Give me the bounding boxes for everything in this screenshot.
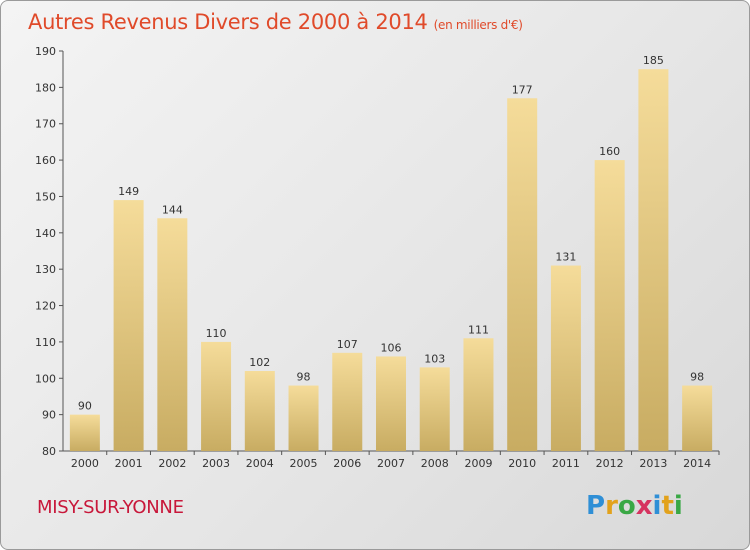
y-tick-label: 180 xyxy=(35,81,56,94)
logo-letter: o xyxy=(617,491,636,521)
bar-2005 xyxy=(288,385,319,451)
bar-2007 xyxy=(376,356,406,451)
logo-letter: i xyxy=(673,491,683,521)
logo-letter: P xyxy=(586,491,606,521)
y-tick-label: 170 xyxy=(35,118,56,131)
x-tick-label-2003: 2003 xyxy=(202,457,230,470)
value-label-2003: 110 xyxy=(206,327,227,340)
bar-2008 xyxy=(419,367,450,451)
logo-letter: i xyxy=(652,491,662,521)
value-label-2004: 102 xyxy=(249,356,270,369)
x-tick-label-2004: 2004 xyxy=(246,457,274,470)
x-tick-label-2011: 2011 xyxy=(552,457,580,470)
value-label-2001: 149 xyxy=(118,185,139,198)
commune-name: MISY-SUR-YONNE xyxy=(37,497,184,518)
x-tick-label-2005: 2005 xyxy=(290,457,318,470)
y-tick-label: 80 xyxy=(42,445,56,458)
value-label-2005: 98 xyxy=(297,371,311,384)
bar-2013 xyxy=(638,69,669,451)
value-label-2011: 131 xyxy=(555,251,576,264)
x-tick-label-2010: 2010 xyxy=(508,457,536,470)
bar-2014 xyxy=(682,385,713,451)
bar-2009 xyxy=(463,338,494,451)
y-tick-label: 190 xyxy=(35,45,56,58)
y-tick-label: 90 xyxy=(42,409,56,422)
value-label-2009: 111 xyxy=(468,323,489,336)
value-label-2014: 98 xyxy=(690,371,704,384)
value-label-2000: 90 xyxy=(78,400,92,413)
bar-2010 xyxy=(507,98,538,451)
proxiti-logo: Proxiti xyxy=(586,491,683,521)
bar-2004 xyxy=(244,371,275,451)
x-tick-label-2006: 2006 xyxy=(333,457,361,470)
value-label-2013: 185 xyxy=(643,54,664,67)
x-tick-label-2008: 2008 xyxy=(421,457,449,470)
y-tick-label: 130 xyxy=(35,263,56,276)
x-tick-label-2014: 2014 xyxy=(683,457,711,470)
bar-2001 xyxy=(113,200,144,451)
title-text: Autres Revenus Divers de 2000 à 2014 xyxy=(28,10,428,34)
x-tick-label-2001: 2001 xyxy=(115,457,143,470)
value-label-2006: 107 xyxy=(337,338,358,351)
bar-2000 xyxy=(69,414,100,451)
value-label-2010: 177 xyxy=(512,83,533,96)
bar-2012 xyxy=(594,160,625,451)
x-tick-label-2012: 2012 xyxy=(596,457,624,470)
y-tick-label: 120 xyxy=(35,300,56,313)
title-unit: (en milliers d'€) xyxy=(433,18,523,32)
x-tick-label-2000: 2000 xyxy=(71,457,99,470)
bar-2003 xyxy=(201,341,232,451)
y-tick-label: 160 xyxy=(35,154,56,167)
bar-2011 xyxy=(550,265,581,451)
y-tick-label: 150 xyxy=(35,190,56,203)
y-tick-label: 140 xyxy=(35,227,56,240)
x-tick-label-2007: 2007 xyxy=(377,457,405,470)
value-label-2007: 106 xyxy=(381,341,402,354)
logo-letter: x xyxy=(635,491,653,521)
chart-title: Autres Revenus Divers de 2000 à 2014 (en … xyxy=(28,10,523,34)
y-tick-label: 110 xyxy=(35,336,56,349)
logo-letter: r xyxy=(605,491,618,521)
bar-2002 xyxy=(157,218,188,451)
value-label-2008: 103 xyxy=(424,352,445,365)
y-tick-label: 100 xyxy=(35,372,56,385)
logo-letter: t xyxy=(661,491,674,521)
x-tick-label-2002: 2002 xyxy=(158,457,186,470)
value-label-2002: 144 xyxy=(162,203,183,216)
x-tick-label-2009: 2009 xyxy=(464,457,492,470)
bar-2006 xyxy=(332,352,363,451)
x-tick-label-2013: 2013 xyxy=(639,457,667,470)
value-label-2012: 160 xyxy=(599,145,620,158)
